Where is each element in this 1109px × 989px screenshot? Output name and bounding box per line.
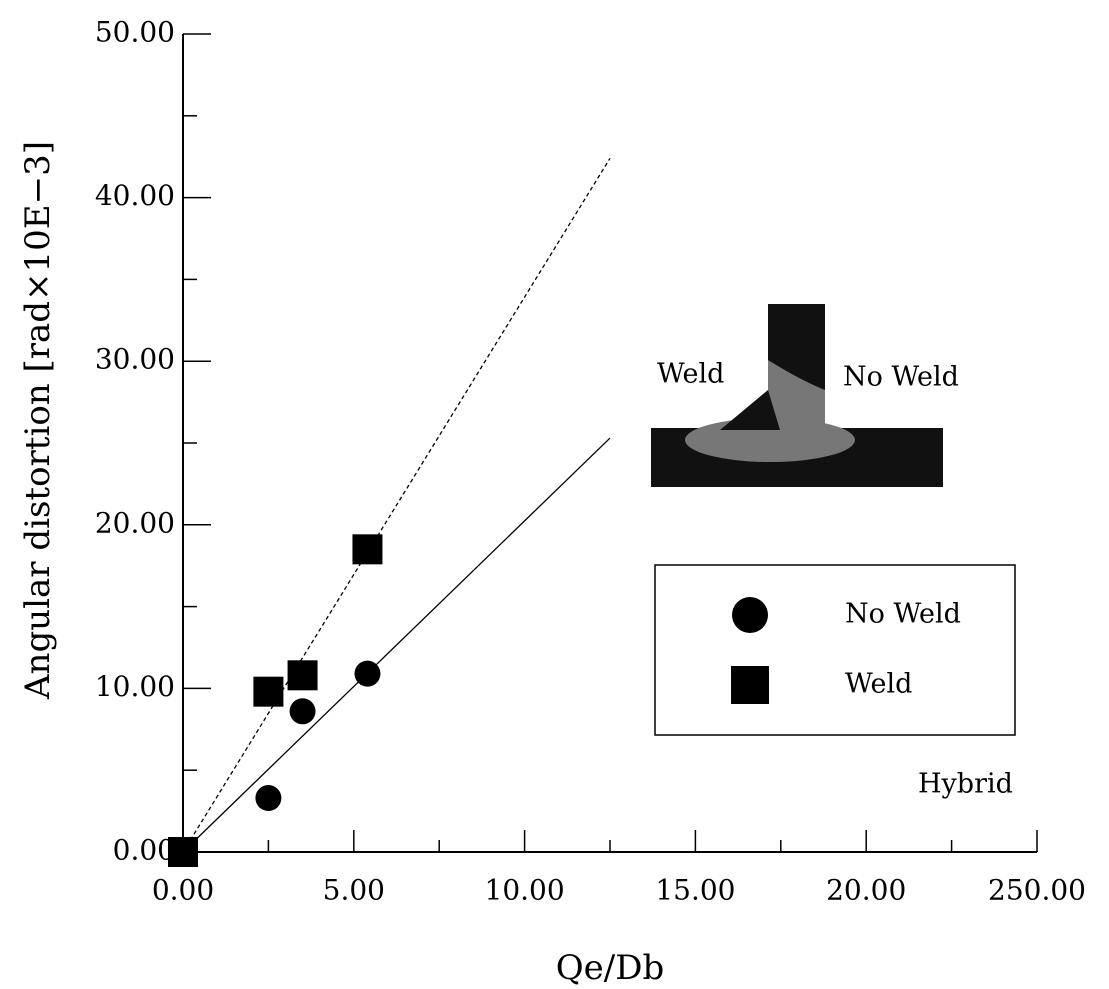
fit-line: [182, 157, 611, 853]
y-tick-label: 20.00: [95, 506, 175, 539]
y-tick-label: 10.00: [95, 670, 175, 703]
y-tick-label: 30.00: [95, 343, 175, 376]
legend-label: Weld: [845, 669, 912, 700]
x-axis-label: Qe/Db: [556, 948, 664, 988]
fit-line: [182, 437, 611, 853]
data-point: [289, 698, 316, 725]
annotation: Hybrid: [918, 769, 1013, 800]
legend-marker: [732, 597, 768, 633]
inset-diagram: [651, 304, 943, 487]
data-point: [168, 837, 198, 867]
y-tick-label: 40.00: [95, 179, 175, 212]
data-point: [352, 534, 383, 565]
y-axis-label: Angular distortion [rad×10E−3]: [18, 141, 58, 700]
x-tick-label: 0.00: [152, 874, 214, 907]
inset-label: No Weld: [843, 362, 959, 393]
y-tick-label: 0.00: [113, 834, 175, 867]
inset-label: Weld: [657, 359, 724, 390]
x-tick-label: 15.00: [655, 874, 735, 907]
x-tick-label: 250.00: [988, 874, 1086, 907]
x-tick-label: 20.00: [826, 874, 906, 907]
legend-box: [654, 564, 1016, 736]
legend-marker: [731, 666, 769, 704]
data-point: [255, 785, 282, 812]
data-point: [287, 660, 318, 691]
x-tick-label: 10.00: [485, 874, 565, 907]
y-tick-label: 50.00: [95, 16, 175, 49]
legend-label: No Weld: [845, 599, 961, 630]
data-point: [354, 660, 381, 687]
data-point: [253, 676, 284, 707]
x-tick-label: 5.00: [323, 874, 385, 907]
